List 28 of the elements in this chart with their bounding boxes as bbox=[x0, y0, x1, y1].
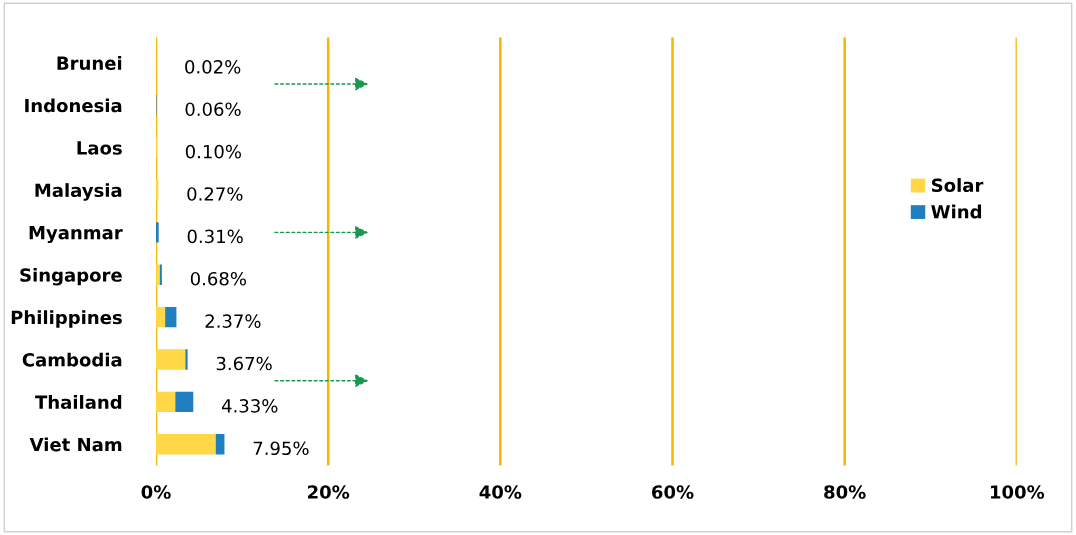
y-tick-label: Myanmar bbox=[29, 226, 123, 244]
total-label: 0.02% bbox=[185, 60, 241, 74]
legend-label: Wind bbox=[931, 204, 982, 219]
x-tick-label: 100% bbox=[990, 485, 1045, 499]
total-label: 0.31% bbox=[187, 229, 243, 244]
x-tick-label: 0% bbox=[141, 485, 171, 499]
total-label: 0.06% bbox=[185, 102, 241, 117]
y-tick-label: Cambodia bbox=[22, 352, 122, 367]
total-label: 7.95% bbox=[253, 441, 309, 456]
x-tick-label: 60% bbox=[652, 485, 694, 499]
total-label: 0.68% bbox=[190, 271, 247, 286]
y-tick-label: Thailand bbox=[35, 395, 122, 409]
y-tick-label: Indonesia bbox=[25, 98, 122, 113]
y-tick-label: Laos bbox=[77, 141, 122, 155]
y-tick-label: Viet Nam bbox=[29, 437, 122, 452]
y-tick-label: Malaysia bbox=[35, 183, 122, 201]
x-tick-label: 20% bbox=[308, 485, 350, 499]
legend-label: Solar bbox=[931, 178, 984, 193]
x-tick-label: 40% bbox=[479, 485, 522, 499]
total-label: 0.27% bbox=[187, 187, 243, 201]
y-tick-label: Singapore bbox=[20, 267, 122, 286]
total-label: 4.33% bbox=[221, 399, 278, 413]
y-tick-label: Philippines bbox=[11, 310, 122, 328]
total-label: 2.37% bbox=[205, 314, 261, 328]
total-label: 0.10% bbox=[185, 144, 242, 159]
x-tick-label: 80% bbox=[824, 485, 866, 499]
total-label: 3.67% bbox=[216, 356, 272, 371]
y-tick-label: Brunei bbox=[57, 56, 122, 70]
